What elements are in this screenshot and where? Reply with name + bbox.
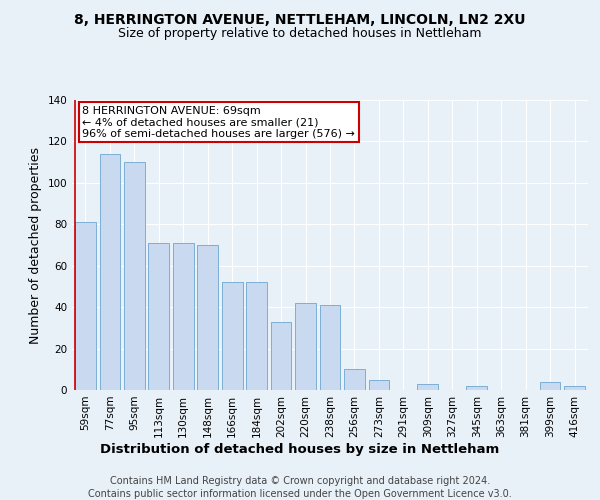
Bar (344, 370, 365, 390)
Y-axis label: Number of detached properties: Number of detached properties (29, 146, 42, 344)
Bar (320, 305, 340, 390)
Bar (368, 380, 389, 390)
Text: 8 HERRINGTON AVENUE: 69sqm
← 4% of detached houses are smaller (21)
96% of semi-: 8 HERRINGTON AVENUE: 69sqm ← 4% of detac… (82, 106, 355, 139)
Text: Contains public sector information licensed under the Open Government Licence v3: Contains public sector information licen… (88, 489, 512, 499)
Bar (564, 386, 585, 390)
Bar (540, 382, 560, 390)
Bar (197, 245, 218, 390)
Bar (222, 282, 242, 390)
Bar (271, 322, 292, 390)
Text: Contains HM Land Registry data © Crown copyright and database right 2024.: Contains HM Land Registry data © Crown c… (110, 476, 490, 486)
Bar (124, 162, 145, 390)
Text: Distribution of detached houses by size in Nettleham: Distribution of detached houses by size … (100, 442, 500, 456)
Bar (173, 243, 194, 390)
Bar (100, 154, 120, 390)
Bar (148, 243, 169, 390)
Bar (246, 282, 267, 390)
Text: 8, HERRINGTON AVENUE, NETTLEHAM, LINCOLN, LN2 2XU: 8, HERRINGTON AVENUE, NETTLEHAM, LINCOLN… (74, 12, 526, 26)
Bar (418, 384, 438, 390)
Bar (75, 222, 96, 390)
Bar (466, 386, 487, 390)
Bar (295, 303, 316, 390)
Text: Size of property relative to detached houses in Nettleham: Size of property relative to detached ho… (118, 28, 482, 40)
